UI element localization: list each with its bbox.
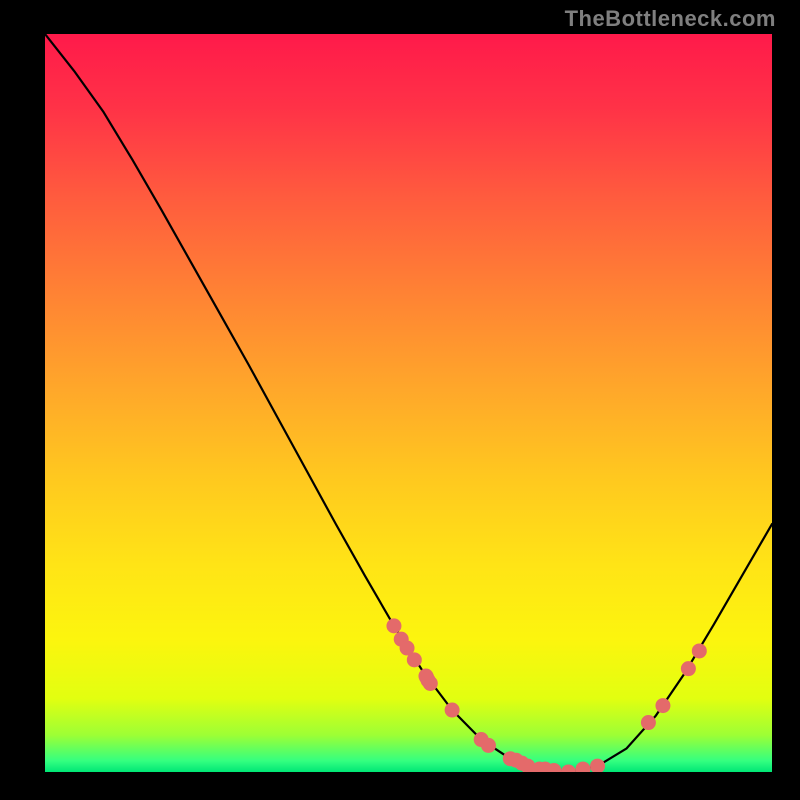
data-marker	[445, 703, 460, 718]
outer-frame: TheBottleneck.com	[0, 0, 800, 800]
data-marker	[575, 762, 590, 772]
plot-area	[45, 34, 772, 772]
data-marker	[481, 738, 496, 753]
data-marker	[386, 618, 401, 633]
data-marker	[407, 652, 422, 667]
watermark-label: TheBottleneck.com	[565, 6, 776, 32]
data-marker	[561, 765, 576, 773]
data-marker	[681, 661, 696, 676]
data-marker	[423, 676, 438, 691]
bottleneck-curve-svg	[45, 34, 772, 772]
data-marker	[641, 715, 656, 730]
data-marker	[590, 759, 605, 772]
data-marker	[692, 643, 707, 658]
data-marker	[655, 698, 670, 713]
